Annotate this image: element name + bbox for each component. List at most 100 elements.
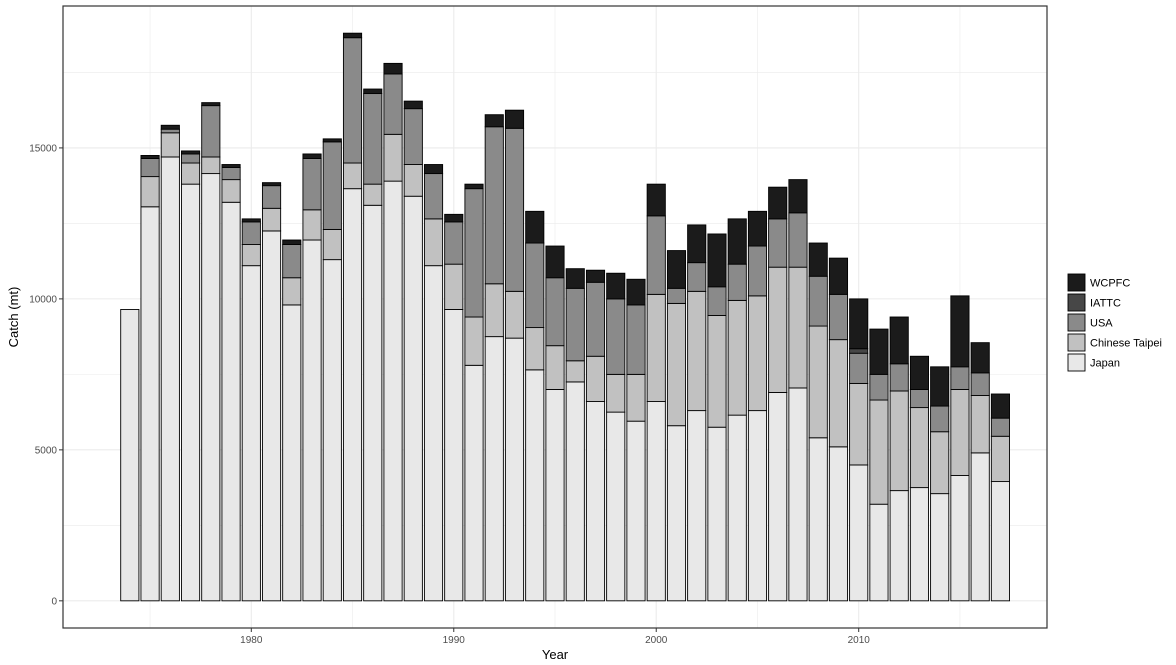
bar-segment-usa — [464, 188, 484, 318]
bar-segment-usa — [626, 304, 646, 375]
legend-key-chinese-taipei — [1067, 333, 1086, 352]
bar-segment-chinese-taipei — [160, 132, 180, 158]
bar-segment-usa — [930, 405, 950, 433]
legend-key-wcpfc — [1067, 273, 1086, 292]
bar-segment-japan — [403, 195, 423, 602]
bar-segment-usa — [950, 366, 970, 390]
bar-segment-japan — [120, 309, 140, 602]
bar-segment-usa — [383, 73, 403, 135]
y-axis-title: Catch (mt) — [6, 287, 21, 348]
bar-segment-wcpfc — [990, 393, 1010, 419]
bar-segment-chinese-taipei — [889, 390, 909, 492]
bar-segment-usa — [889, 363, 909, 392]
bar-segment-japan — [869, 503, 889, 602]
bar-segment-japan — [585, 401, 606, 602]
bar-segment-chinese-taipei — [565, 360, 585, 383]
bar-segment-japan — [788, 387, 808, 602]
bar-segment-chinese-taipei — [707, 315, 727, 428]
bar-segment-japan — [707, 426, 727, 602]
bar-segment-wcpfc — [140, 155, 160, 159]
bar-segment-chinese-taipei — [808, 325, 828, 439]
bar-segment-wcpfc — [565, 268, 585, 289]
bar-segment-chinese-taipei — [585, 355, 606, 402]
bar-segment-japan — [828, 446, 849, 602]
bar-segment-japan — [687, 410, 707, 602]
bar-segment-japan — [444, 309, 464, 602]
bar-segment-wcpfc — [302, 153, 322, 159]
bar-segment-wcpfc — [828, 257, 849, 295]
bar-segment-chinese-taipei — [909, 407, 930, 489]
bar-segment-usa — [545, 277, 565, 347]
bar-segment-usa — [140, 158, 160, 178]
bar-segment-japan — [383, 180, 403, 602]
bar-segment-chinese-taipei — [261, 207, 282, 232]
x-tick-label: 1990 — [443, 635, 466, 646]
bar-segment-usa — [707, 286, 727, 316]
bar-segment-japan — [180, 183, 201, 602]
bar-segment-japan — [241, 265, 261, 602]
bar-segment-wcpfc — [261, 182, 282, 187]
bar-segment-wcpfc — [788, 179, 808, 214]
bar-segment-usa — [423, 173, 444, 220]
bar-segment-chinese-taipei — [342, 162, 363, 190]
bar-segment-usa — [849, 352, 869, 384]
bar-segment-japan — [160, 156, 180, 602]
bar-segment-wcpfc — [221, 164, 241, 168]
bar-segment-wcpfc — [180, 150, 201, 155]
y-tick-label: 5000 — [35, 445, 58, 456]
bar-segment-wcpfc — [869, 328, 889, 375]
bar-segment-chinese-taipei — [687, 290, 707, 412]
bar-segment-wcpfc — [383, 62, 403, 75]
bar-segment-chinese-taipei — [768, 266, 788, 393]
bar-segment-wcpfc — [585, 269, 606, 283]
bar-segment-chinese-taipei — [788, 266, 808, 389]
bar-segment-japan — [990, 481, 1010, 602]
bar-segment-wcpfc — [464, 183, 484, 190]
bar-segment-usa — [788, 212, 808, 268]
bar-segment-usa — [504, 127, 525, 292]
bar-segment-wcpfc — [403, 100, 423, 110]
bar-segment-japan — [606, 411, 626, 602]
bar-segment-wcpfc — [970, 342, 990, 374]
bar-segment-japan — [747, 410, 768, 602]
x-tick-label: 2000 — [645, 635, 668, 646]
legend: WCPFC IATTC USA Chinese Taipei Japan — [1067, 273, 1162, 372]
bar-segment-wcpfc — [909, 355, 930, 390]
bar-segment-japan — [565, 381, 585, 602]
legend-key-iattc — [1067, 293, 1086, 312]
bar-segment-chinese-taipei — [403, 164, 423, 197]
bar-segment-wcpfc — [808, 242, 828, 277]
bar-segment-chinese-taipei — [747, 295, 768, 412]
bar-segment-usa — [282, 244, 302, 279]
bar-segment-japan — [525, 369, 545, 602]
bar-segment-wcpfc — [747, 210, 768, 247]
legend-label-usa: USA — [1090, 318, 1113, 330]
bar-segment-usa — [363, 93, 383, 185]
bar-segment-usa — [666, 287, 687, 304]
bar-segment-wcpfc — [160, 124, 180, 130]
bar-segment-wcpfc — [646, 183, 666, 217]
bar-segment-chinese-taipei — [363, 183, 383, 206]
bar-segment-japan — [140, 206, 160, 602]
bar-segment-japan — [626, 420, 646, 602]
bar-segment-japan — [768, 392, 788, 602]
bar-segment-japan — [930, 493, 950, 602]
bar-segment-japan — [282, 304, 302, 602]
bar-segment-wcpfc — [444, 213, 464, 223]
bar-segment-chinese-taipei — [221, 179, 241, 203]
bar-segment-usa — [768, 218, 788, 268]
bar-segment-usa — [261, 185, 282, 209]
bar-segment-japan — [849, 464, 869, 602]
panel-border — [62, 5, 1048, 629]
bar-segment-chinese-taipei — [464, 316, 484, 366]
bar-segment-usa — [909, 389, 930, 409]
bar-segment-chinese-taipei — [990, 435, 1010, 483]
bars — [120, 32, 1010, 602]
bar-segment-chinese-taipei — [504, 290, 525, 339]
bar-segment-japan — [423, 265, 444, 602]
bar-segment-japan — [889, 490, 909, 602]
legend-label-iattc: IATTC — [1090, 298, 1121, 310]
bar-segment-usa — [585, 281, 606, 357]
bar-segment-wcpfc — [504, 109, 525, 129]
bar-segment-chinese-taipei — [970, 395, 990, 454]
